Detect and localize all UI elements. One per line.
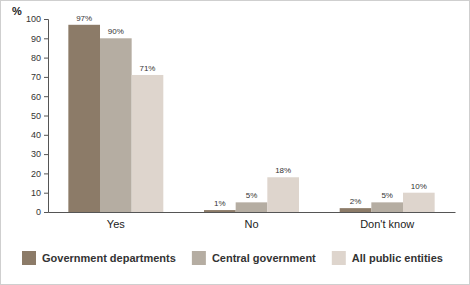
tick-label: 30 bbox=[31, 149, 41, 159]
axis-title: % bbox=[12, 5, 22, 17]
tick-label: No bbox=[244, 218, 258, 230]
tick: 40 bbox=[31, 130, 48, 140]
data-label: 5% bbox=[246, 191, 258, 200]
bar bbox=[236, 202, 268, 212]
tick-mark bbox=[44, 58, 48, 59]
legend-item: All public entities bbox=[332, 251, 443, 265]
bar bbox=[204, 210, 236, 212]
legend-item: Government departments bbox=[22, 251, 176, 265]
frame bbox=[1, 1, 470, 285]
legend-label: Central government bbox=[212, 252, 316, 264]
legend-label: Government departments bbox=[42, 252, 176, 264]
tick-label: Don't know bbox=[360, 218, 414, 230]
tick-label: 10 bbox=[31, 188, 41, 198]
tick-mark bbox=[44, 154, 48, 155]
legend-swatch bbox=[192, 251, 206, 265]
x-axis: Yes No Don't know bbox=[49, 213, 456, 230]
tick-label: 80 bbox=[31, 53, 41, 63]
tick: 0 bbox=[36, 207, 48, 217]
tick: 70 bbox=[31, 72, 48, 82]
tick-mark bbox=[44, 135, 48, 136]
tick-mark bbox=[44, 19, 48, 20]
tick-mark bbox=[44, 212, 48, 213]
tick: 90 bbox=[31, 34, 48, 44]
data-label: 18% bbox=[275, 166, 291, 175]
bar bbox=[340, 208, 372, 212]
tick-mark bbox=[44, 173, 48, 174]
tick: Don't know bbox=[360, 218, 414, 230]
tick: 20 bbox=[31, 169, 48, 179]
legend-label: All public entities bbox=[352, 252, 443, 264]
tick-label: 60 bbox=[31, 92, 41, 102]
legend-item: Central government bbox=[192, 251, 316, 265]
bar bbox=[68, 25, 100, 212]
tick: 80 bbox=[31, 53, 48, 63]
tick: 50 bbox=[31, 111, 48, 121]
tick-label: 70 bbox=[31, 72, 41, 82]
y-axis: 0 10 20 30 40 50 60 70 80 90 100 bbox=[26, 14, 49, 217]
bar bbox=[100, 38, 132, 212]
bar bbox=[267, 177, 299, 212]
tick-label: 90 bbox=[31, 34, 41, 44]
data-labels: 97% 1% 2% 90% 5% 5% 71% 18% 10% bbox=[76, 14, 427, 208]
data-label: 71% bbox=[139, 64, 155, 73]
tick: 100 bbox=[26, 14, 48, 24]
bar bbox=[132, 75, 164, 212]
tick-label: 40 bbox=[31, 130, 41, 140]
data-label: 1% bbox=[214, 199, 226, 208]
tick-mark bbox=[44, 116, 48, 117]
tick-label: 20 bbox=[31, 169, 41, 179]
tick-mark bbox=[44, 77, 48, 78]
data-label: 97% bbox=[76, 14, 92, 23]
data-label: 90% bbox=[108, 27, 124, 36]
tick: 60 bbox=[31, 92, 48, 102]
data-label: 5% bbox=[381, 191, 393, 200]
tick-mark bbox=[44, 193, 48, 194]
axis-line bbox=[44, 20, 49, 213]
legend-swatch bbox=[332, 251, 346, 265]
data-label: 10% bbox=[411, 182, 427, 191]
tick-label: Yes bbox=[107, 218, 125, 230]
chart: 97% 1% 2% 90% 5% 5% 71% 18% 10% 0 10 20 30 40 50 60 70 80… bbox=[0, 0, 470, 285]
legend: Government departments Central government… bbox=[22, 251, 443, 265]
tick: No bbox=[244, 218, 258, 230]
tick: 30 bbox=[31, 149, 48, 159]
tick: 10 bbox=[31, 188, 48, 198]
tick-label: 50 bbox=[31, 111, 41, 121]
legend-swatch bbox=[22, 251, 36, 265]
axis-line bbox=[49, 212, 456, 213]
bar bbox=[371, 202, 403, 212]
tick-label: 100 bbox=[26, 14, 41, 24]
data-label: 2% bbox=[350, 197, 362, 206]
bars bbox=[68, 25, 434, 212]
tick-mark bbox=[44, 38, 48, 39]
bar bbox=[403, 193, 435, 212]
tick: Yes bbox=[107, 218, 125, 230]
tick-mark bbox=[44, 96, 48, 97]
tick-label: 0 bbox=[36, 207, 41, 217]
